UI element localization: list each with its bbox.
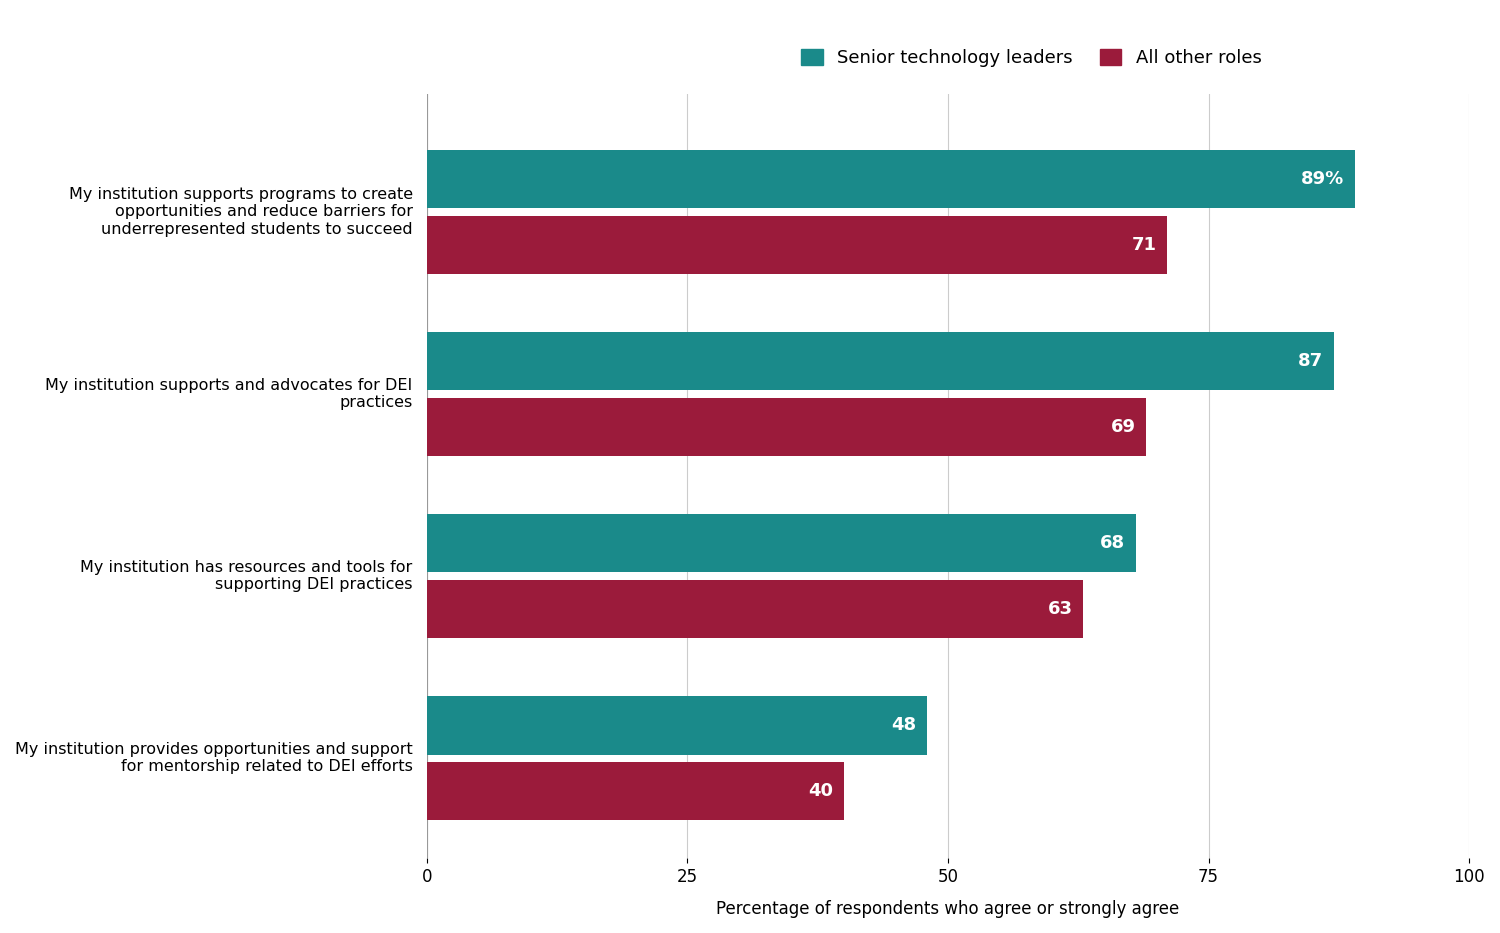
Bar [426, 579, 1083, 638]
Text: 89%: 89% [1300, 170, 1344, 188]
Text: 87: 87 [1298, 353, 1323, 370]
Text: 63: 63 [1048, 600, 1072, 618]
X-axis label: Percentage of respondents who agree or strongly agree: Percentage of respondents who agree or s… [717, 900, 1179, 918]
Legend: Senior technology leaders, All other roles: Senior technology leaders, All other rol… [801, 49, 1262, 67]
Text: 69: 69 [1110, 418, 1136, 436]
Bar [426, 216, 1167, 274]
Bar [426, 762, 843, 820]
Text: 68: 68 [1100, 535, 1125, 552]
Text: 71: 71 [1131, 236, 1156, 254]
Bar [426, 514, 1136, 573]
Text: 48: 48 [891, 717, 916, 734]
Bar [426, 696, 927, 755]
Text: 40: 40 [808, 782, 832, 800]
Bar [426, 150, 1354, 208]
Bar [426, 332, 1334, 390]
Bar [426, 397, 1146, 456]
